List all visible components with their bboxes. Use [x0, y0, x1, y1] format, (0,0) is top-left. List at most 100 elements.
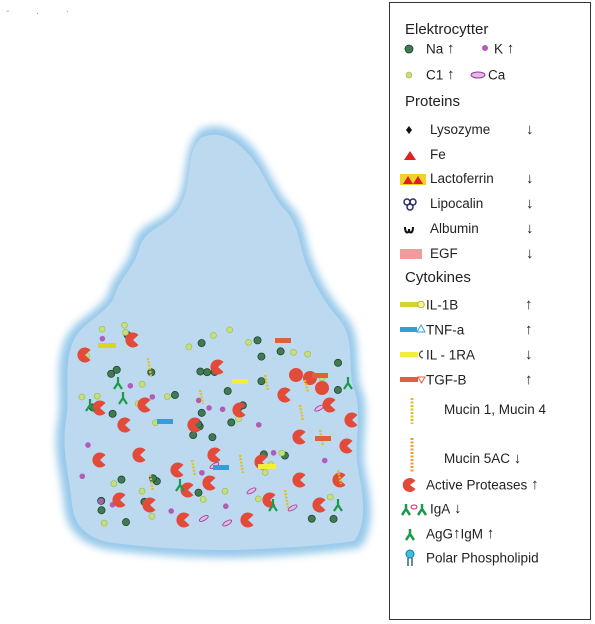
cl-molecule: [164, 393, 171, 400]
mucin5ac-icon: [400, 436, 426, 474]
k-molecule: [270, 450, 277, 456]
na-molecule: [208, 433, 217, 442]
igg-molecule: [85, 399, 95, 412]
cl-molecule: [94, 392, 101, 400]
cl-molecule: [185, 343, 193, 351]
legend-item-il1b: IL-1B: [400, 295, 458, 315]
purple-dot-icon: [478, 40, 494, 58]
na-molecule: [307, 514, 316, 523]
protease-molecule: [142, 497, 156, 513]
arrow-lysozyme: ↓: [526, 121, 534, 138]
legend-item-ca: Ca: [468, 65, 505, 85]
na-molecule: [333, 386, 342, 394]
cl-molecule: [110, 480, 118, 487]
albumin-icon: [400, 220, 426, 238]
lactoferrin-icon: [400, 170, 426, 188]
protease-molecule: [202, 475, 216, 491]
arrow-egf: ↓: [526, 245, 534, 262]
tnf-molecule: [157, 419, 173, 424]
protease-molecule: [232, 402, 246, 418]
legend-item-k: K ↑: [478, 39, 514, 59]
na-molecule: [227, 418, 236, 427]
na-molecule: [112, 365, 121, 374]
protease-molecule: [92, 400, 106, 416]
k-molecule: [222, 503, 229, 510]
mucin-molecule: [298, 404, 305, 422]
na-molecule: [171, 391, 179, 399]
mucin-molecule: [190, 459, 197, 477]
cl-molecule: [98, 325, 106, 333]
k-molecule: [85, 442, 91, 448]
na-molecule: [334, 358, 342, 367]
k-molecule: [219, 406, 226, 413]
il1b-molecule: [98, 343, 116, 348]
protease-molecule: [315, 381, 329, 395]
legend-item-cl: C1 ↑: [400, 65, 455, 85]
protease-molecule: [117, 417, 131, 433]
protease-molecule: [240, 512, 254, 528]
na-molecule: [107, 369, 116, 378]
red-triangle-icon: [400, 146, 426, 164]
legend-item-lactoferrin: Lactoferrin: [400, 169, 494, 189]
na-molecule: [196, 367, 205, 376]
cl-molecule: [199, 496, 207, 503]
k-molecule: [99, 335, 106, 342]
legend-item-tgfb: TGF-B: [400, 370, 467, 390]
protease-molecule: [92, 452, 106, 468]
mucin-molecule: [336, 469, 343, 485]
cl-molecule: [326, 493, 334, 501]
protease-molecule: [210, 359, 224, 375]
na-molecule: [223, 387, 232, 396]
na-molecule: [108, 409, 117, 418]
na-molecule: [257, 352, 266, 361]
cl-molecule: [304, 350, 311, 358]
legend-item-na: Na ↑: [400, 39, 455, 59]
tgf-molecule: [275, 338, 291, 343]
legend-item-mucin1: [400, 396, 426, 428]
ca-molecule: [222, 519, 233, 527]
protease-molecule: [339, 438, 353, 454]
na-molecule: [194, 488, 203, 497]
cl-molecule: [254, 495, 262, 503]
k-molecule: [195, 397, 202, 404]
k-molecule: [127, 383, 134, 389]
il1ra-molecule: [232, 379, 248, 384]
arrow-albumin: ↓: [526, 220, 534, 237]
cl-molecule: [290, 349, 297, 356]
iga-icon: [400, 500, 430, 518]
protease-molecule: [289, 368, 303, 382]
protease-molecule: [207, 447, 221, 463]
protease-molecule: [187, 417, 201, 433]
light-green-dot-icon: [400, 66, 426, 84]
cl-molecule: [138, 380, 146, 388]
k-molecule: [79, 473, 86, 480]
legend-item-phospholipid: Polar Phospholipid: [400, 548, 539, 568]
igg-molecule: [268, 499, 278, 512]
mucin-molecule: [198, 389, 205, 405]
na-molecule: [97, 506, 106, 515]
ca-molecule: [198, 514, 209, 522]
protease-molecule: [176, 512, 190, 528]
legend-item-proteases: Active Proteases ↑: [400, 475, 539, 495]
legend-item-lipocalin: Lipocalin: [400, 194, 483, 214]
arrow-lactoferrin: ↓: [526, 170, 534, 187]
ca-molecule: [246, 487, 257, 495]
igg-molecule: [333, 499, 343, 512]
legend-item-iga: IgA ↓: [400, 499, 462, 519]
cl-molecule: [210, 332, 217, 339]
lipocalin-icon: [400, 195, 426, 213]
k-molecule: [168, 508, 175, 514]
na-molecule: [197, 339, 206, 347]
tgfb-icon: [400, 371, 426, 389]
na-molecule: [117, 475, 126, 484]
il1b-icon: [400, 296, 426, 314]
mucin-molecule: [303, 379, 310, 393]
arrow-tgfb: ↑: [525, 371, 533, 388]
cl-molecule: [148, 512, 156, 520]
cl-molecule: [121, 321, 128, 329]
cl-molecule: [226, 326, 234, 334]
mucin1-icon: [400, 396, 426, 426]
legend-heading-proteins: Proteins: [405, 93, 461, 110]
protease-icon: [400, 476, 426, 494]
igg-molecule: [113, 377, 123, 390]
